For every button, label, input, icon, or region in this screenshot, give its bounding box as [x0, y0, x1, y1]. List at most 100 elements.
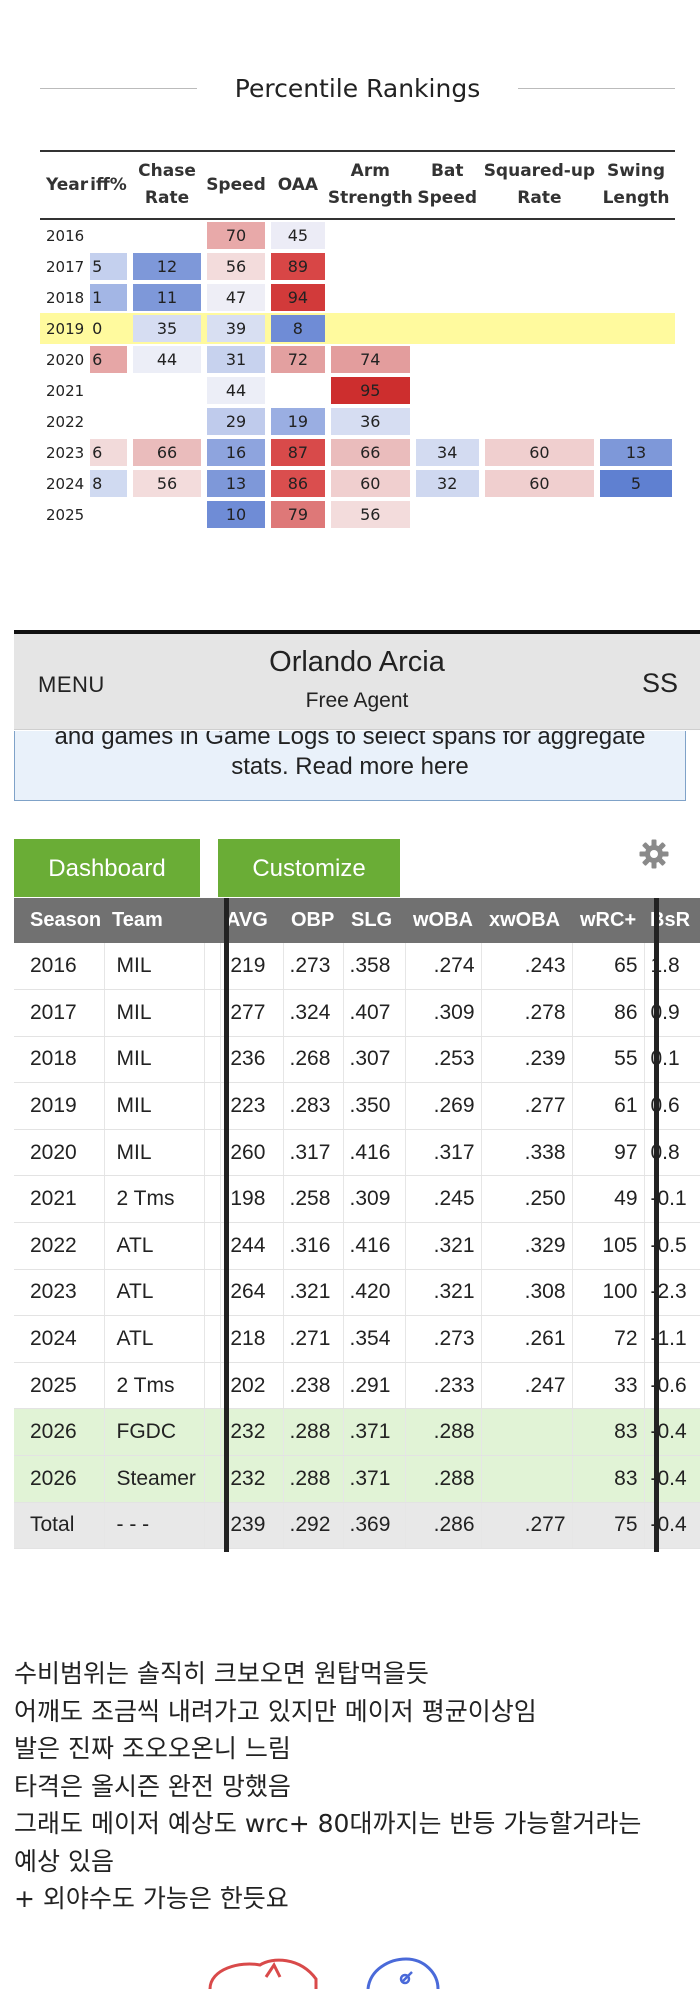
tab-dashboard[interactable]: Dashboard [14, 839, 200, 897]
stat-cell-spacer [204, 1175, 221, 1224]
comment-line: 어깨도 조금씩 내려가고 있지만 메이저 평균이상임 [14, 1696, 537, 1726]
percentile-cell-swing: 13 [597, 437, 675, 468]
col-header-swing-length: Swing Length [597, 150, 675, 220]
stat-cell-obp: .324 [283, 989, 344, 1037]
stat-cell-bsr: -0.1 [644, 1175, 700, 1224]
percentile-value [133, 377, 201, 404]
percentile-value [90, 501, 127, 528]
percentile-value: 0 [92, 319, 103, 338]
tab-customize[interactable]: Customize [218, 839, 400, 897]
stat-cell-woba: .309 [405, 989, 482, 1037]
divider [14, 630, 700, 634]
gear-icon[interactable] [638, 838, 670, 870]
percentile-value: 10 [207, 501, 265, 528]
percentile-row: 2021 44 95 [40, 375, 675, 406]
stat-cell-team[interactable]: ATL [104, 1269, 205, 1317]
percentile-cell-arm: 60 [328, 468, 413, 499]
stat-cell-team[interactable]: ATL [104, 1315, 205, 1363]
percentile-value: 45 [270, 222, 325, 249]
percentile-year: 2016 [46, 226, 85, 245]
percentile-cell-sq [482, 220, 597, 251]
stat-cell-bsr: -2.3 [644, 1269, 700, 1317]
percentile-year: 2023 [46, 443, 85, 462]
col-header-slg[interactable]: SLG [343, 898, 405, 943]
percentile-row: 2017 5 12 56 89 [40, 251, 675, 282]
percentile-row: 2025 10 79 56 [40, 499, 675, 530]
stat-cell-bsr: 0.8 [644, 1129, 700, 1177]
stat-cell-woba: .321 [405, 1222, 482, 1270]
stat-cell-spacer [204, 1408, 221, 1457]
percentile-year: 2018 [46, 288, 85, 307]
stat-cell-obp: .238 [283, 1362, 344, 1410]
percentile-value [485, 253, 594, 280]
share-icon[interactable] [366, 1957, 440, 1989]
percentile-cell-iff [88, 406, 130, 437]
col-header-season[interactable]: Season [14, 898, 104, 943]
percentile-value [600, 315, 672, 342]
stat-cell-obp: .316 [283, 1222, 344, 1270]
stat-cell-team[interactable]: MIL [104, 943, 205, 991]
percentile-value: 29 [207, 408, 265, 435]
table-row: 2016 MIL .219.273.358.274.243 65 1.8 [14, 943, 700, 991]
percentile-cell-bat [413, 251, 482, 282]
comment-line: 그래도 메이저 예상도 wrc+ 80대까지는 반등 가능할거라는 [14, 1809, 642, 1838]
stat-cell-obp: .273 [283, 943, 344, 991]
stat-cell-xwoba: .243 [481, 943, 573, 991]
percentile-value [416, 408, 479, 435]
stat-cell-team[interactable]: ATL [104, 1222, 205, 1270]
percentile-cell-speed: 44 [204, 375, 268, 406]
percentile-value [416, 501, 479, 528]
stat-cell-spacer [204, 1502, 221, 1550]
stat-cell-bsr: -0.5 [644, 1222, 700, 1270]
percentile-cell-bat: 34 [413, 437, 482, 468]
percentile-year: 2024 [46, 474, 85, 493]
stat-cell-team[interactable]: 2 Tms [104, 1175, 205, 1224]
percentile-value [600, 284, 672, 311]
reaction-icons [208, 1957, 440, 1989]
percentile-row: 2020 6 44 31 72 74 [40, 344, 675, 375]
percentile-cell-arm: 74 [328, 344, 413, 375]
divider [40, 87, 197, 89]
like-icon[interactable] [208, 1958, 318, 1989]
stat-cell-team[interactable]: MIL [104, 1129, 205, 1177]
percentile-value [416, 253, 479, 280]
percentile-value [331, 284, 410, 311]
col-header-wrc-plus[interactable]: wRC+ [572, 898, 644, 943]
table-row: 2024 ATL .218.271.354.273.261 72 -1.1 [14, 1315, 700, 1363]
stat-cell-wrc: 65 [572, 943, 645, 991]
col-header-woba[interactable]: wOBA [405, 898, 481, 943]
percentile-cell-sq: 60 [482, 468, 597, 499]
col-header-obp[interactable]: OBP [283, 898, 343, 943]
stats-table-container[interactable]: Season Team AVG OBP SLG wOBA xwOBA wRC+ … [14, 898, 700, 1552]
menu-button[interactable]: MENU [38, 672, 105, 697]
percentile-cell-oaa: 19 [268, 406, 328, 437]
stat-cell-team[interactable]: MIL [104, 1082, 205, 1130]
col-header-team[interactable]: Team [104, 898, 204, 943]
percentile-value: 1 [90, 284, 127, 311]
stat-cell-bsr: -1.1 [644, 1315, 700, 1363]
percentile-value: 79 [270, 501, 325, 528]
percentile-cell-swing [597, 313, 675, 344]
player-name[interactable]: Orlando Arcia [269, 646, 445, 678]
percentile-year: 2025 [46, 505, 85, 524]
stat-cell-team[interactable]: MIL [104, 1036, 205, 1084]
stat-cell-team[interactable]: 2 Tms [104, 1362, 205, 1410]
col-header-avg[interactable]: AVG [220, 898, 283, 943]
percentile-year: 2022 [46, 412, 85, 431]
stat-cell-obp: .288 [283, 1408, 344, 1457]
percentile-value: 66 [330, 439, 410, 466]
stat-cell-bsr: 0.6 [644, 1082, 700, 1130]
percentile-cell-iff: 6 [88, 344, 130, 375]
notice-link[interactable]: stats. Read more here [231, 753, 469, 780]
col-header-xwoba[interactable]: xwOBA [481, 898, 572, 943]
percentile-value: 6 [90, 346, 127, 373]
stat-cell-bsr: 0.9 [644, 989, 700, 1037]
stat-cell-xwoba: .277 [481, 1082, 573, 1130]
col-header-bsr[interactable]: BsR [644, 898, 700, 943]
percentile-row: 2024 8 56 13 86 60 32 60 5 [40, 468, 675, 499]
stat-cell-team[interactable]: MIL [104, 989, 205, 1037]
stat-cell-avg: .223 [220, 1082, 284, 1130]
stat-cell-slg: .371 [343, 1408, 406, 1457]
percentile-cell-oaa: 79 [268, 499, 328, 530]
percentile-value: 11 [132, 284, 202, 311]
